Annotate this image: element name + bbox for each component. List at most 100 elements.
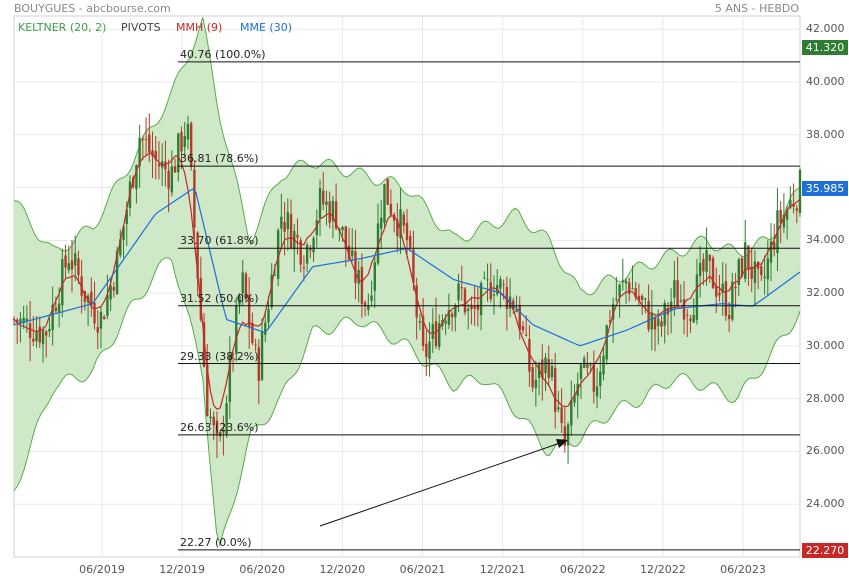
candle-body xyxy=(679,300,683,302)
candle-body xyxy=(686,314,689,316)
mme-line xyxy=(13,188,801,347)
candle-body xyxy=(70,260,74,270)
candle-body xyxy=(367,305,370,310)
legend-mme[interactable]: MME (30) xyxy=(240,21,293,34)
candle-body xyxy=(286,212,290,230)
candle-body xyxy=(695,274,699,320)
candle-body xyxy=(756,261,760,269)
candle-body xyxy=(141,138,145,140)
x-tick-label: 12/2019 xyxy=(159,563,205,576)
x-tick-label: 12/2020 xyxy=(319,563,366,576)
candle-body xyxy=(264,322,267,335)
candle-body xyxy=(537,363,541,378)
candle-body xyxy=(444,320,447,324)
moving-averages xyxy=(13,152,801,410)
candle-body xyxy=(760,266,763,276)
candle-body xyxy=(766,258,769,280)
mmh-line xyxy=(13,152,801,410)
candle-body xyxy=(189,123,193,167)
candle-body xyxy=(483,277,486,279)
candle-body xyxy=(663,303,666,326)
candle-body xyxy=(99,311,103,329)
x-tick-label: 12/2021 xyxy=(479,563,526,576)
candle-body xyxy=(193,169,196,228)
candle-body xyxy=(644,298,647,300)
legend-mmh[interactable]: MMH (9) xyxy=(176,21,223,34)
candle-body xyxy=(773,242,776,250)
candle-body xyxy=(289,214,293,249)
candle-body xyxy=(283,221,286,232)
x-tick-label: 06/2019 xyxy=(79,563,125,576)
candle-body xyxy=(177,133,180,173)
candle-body xyxy=(425,343,428,357)
candle-body xyxy=(785,209,789,220)
candle-body xyxy=(254,344,257,346)
candle-body xyxy=(305,244,309,264)
candle-body xyxy=(196,232,199,279)
high-price-badge: 41.320 xyxy=(802,40,848,56)
candle-body xyxy=(318,188,322,219)
keltner-fill xyxy=(14,17,800,546)
candle-body xyxy=(383,184,386,223)
candle-body xyxy=(251,322,254,344)
candle-body xyxy=(560,407,563,424)
candle-body xyxy=(647,300,650,330)
candle-body xyxy=(260,331,264,380)
candle-body xyxy=(257,347,261,382)
candle-body xyxy=(25,318,29,322)
candle-body xyxy=(621,280,625,283)
legend-pivots[interactable]: PIVOTS xyxy=(121,21,161,34)
candle-body xyxy=(315,220,319,236)
candle-body xyxy=(167,170,170,189)
candle-body xyxy=(434,321,438,347)
y-tick-label: 38.000 xyxy=(806,127,845,141)
chart-period: 5 ANS - HEBDO xyxy=(714,2,799,15)
candle-body xyxy=(550,366,554,378)
candle-body xyxy=(170,166,174,193)
candle-body xyxy=(363,302,367,306)
candle-body xyxy=(122,226,125,240)
candle-body xyxy=(45,331,48,336)
candle-body xyxy=(247,294,251,327)
chart-title: BOUYGUES - abcbourse.com xyxy=(14,2,171,15)
candle-body xyxy=(744,242,747,279)
candle-body xyxy=(370,295,373,301)
candle-body xyxy=(624,280,628,284)
candle-body xyxy=(412,249,415,283)
candle-body xyxy=(12,318,16,320)
fibonacci-level-label: 33.70 (61.8%) xyxy=(180,234,259,248)
x-tick-label: 06/2020 xyxy=(239,563,286,576)
candle-body xyxy=(547,359,550,379)
candle-body xyxy=(270,274,273,308)
candle-body xyxy=(160,161,164,168)
candle-body xyxy=(589,364,592,366)
y-tick-label: 32.000 xyxy=(806,286,845,300)
legend-keltner[interactable]: KELTNER (20, 2) xyxy=(18,21,107,34)
candle-body xyxy=(457,283,460,301)
candle-body xyxy=(418,321,422,323)
candle-body xyxy=(715,285,718,297)
candle-body xyxy=(628,282,631,294)
candle-body xyxy=(102,316,106,320)
candle-body xyxy=(112,287,116,291)
candle-body xyxy=(660,321,663,327)
candle-body xyxy=(702,259,705,272)
candle-body xyxy=(521,326,525,331)
candle-body xyxy=(325,201,328,206)
candle-body xyxy=(727,314,731,320)
x-tick-label: 06/2023 xyxy=(720,563,766,576)
candle-body xyxy=(357,270,360,284)
candle-body xyxy=(296,234,299,238)
candle-body xyxy=(570,400,573,426)
candle-body xyxy=(637,295,641,301)
candle-body xyxy=(341,226,344,230)
candle-body xyxy=(431,324,434,339)
candle-body xyxy=(634,288,637,298)
candle-body xyxy=(409,235,412,248)
candle-body xyxy=(144,138,148,140)
candle-body xyxy=(389,203,393,215)
candle-body xyxy=(351,250,354,257)
fibonacci-level-label: 31.52 (50.0%) xyxy=(180,291,259,305)
candle-body xyxy=(470,304,473,310)
